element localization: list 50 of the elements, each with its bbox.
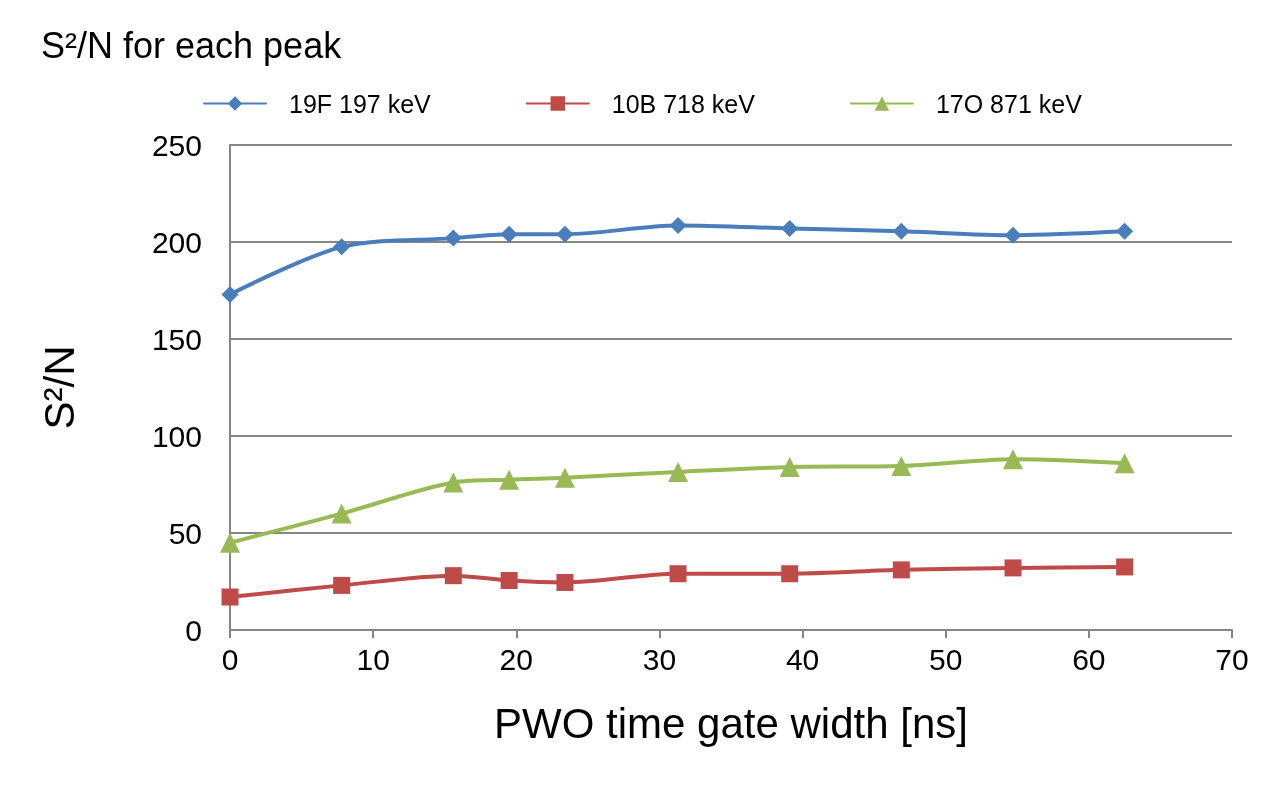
point (220, 532, 240, 553)
point (892, 561, 910, 579)
y-axis-title: S²/N (35, 345, 83, 430)
point (554, 467, 575, 488)
point (668, 461, 689, 482)
point (500, 572, 518, 590)
point (1004, 226, 1022, 244)
point (781, 565, 799, 583)
legend-label: 17O 871 keV (935, 89, 1083, 118)
point (556, 573, 574, 591)
point (444, 229, 462, 247)
point (333, 238, 351, 256)
legend-label: 19F 197 keV (289, 89, 432, 118)
point (1116, 222, 1134, 240)
chart-title: S²/N for each peak (41, 24, 343, 66)
legend-label: 10B 718 keV (611, 89, 756, 118)
point (331, 503, 352, 524)
point (1002, 449, 1023, 470)
point (1114, 453, 1135, 474)
x-tick-label: 50 (929, 642, 963, 676)
x-tick-label: 40 (785, 642, 820, 676)
x-tick-label: 10 (356, 642, 390, 676)
point (779, 457, 800, 478)
y-tick-label: 100 (151, 419, 202, 453)
point (892, 222, 910, 240)
x-tick-label: 0 (221, 642, 239, 676)
point (556, 225, 574, 243)
x-tick-label: 70 (1215, 642, 1249, 676)
point (444, 567, 462, 585)
point (333, 576, 351, 594)
y-tick-label: 0 (185, 613, 202, 647)
point (669, 217, 687, 235)
x-tick-label: 30 (642, 642, 677, 676)
point (443, 472, 464, 493)
point (499, 469, 520, 490)
point (1004, 559, 1022, 577)
point (781, 219, 799, 237)
x-tick-label: 20 (499, 642, 533, 676)
y-tick-label: 50 (168, 516, 202, 550)
x-axis-title: PWO time gate width [ns] (494, 699, 968, 747)
x-tick-label: 60 (1072, 642, 1106, 676)
point (500, 225, 518, 243)
point (1116, 558, 1134, 576)
y-tick-label: 250 (151, 128, 202, 162)
point (221, 588, 239, 606)
point (221, 285, 239, 303)
point (669, 565, 687, 583)
point (891, 456, 912, 477)
y-tick-label: 150 (151, 322, 202, 356)
y-tick-label: 200 (151, 225, 202, 259)
